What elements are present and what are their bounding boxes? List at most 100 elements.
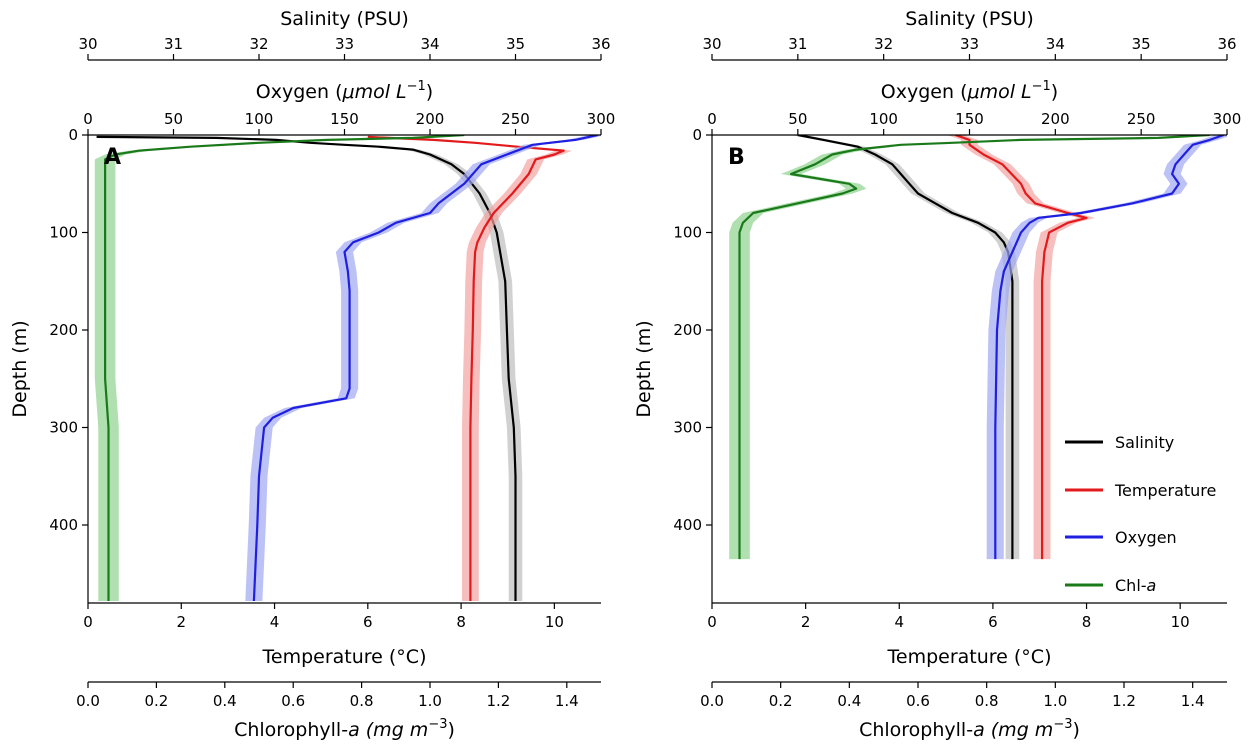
- band-temperature: [947, 135, 1095, 560]
- salinity-tick-label: 31: [164, 35, 183, 53]
- oxygen-tick-label: 100: [245, 110, 274, 128]
- temperature-tick-label: 8: [1082, 613, 1092, 631]
- oxygen-tick-label: 200: [416, 110, 445, 128]
- band-oxygen: [245, 135, 601, 601]
- chlorophyll-tick-label: 0.4: [213, 692, 237, 710]
- chlorophyll-tick-label: 0.0: [700, 692, 724, 710]
- oxygen-tick-label: 100: [869, 110, 898, 128]
- salinity-tick-label: 31: [788, 35, 807, 53]
- temperature-axis-title: Temperature (°C): [887, 646, 1052, 668]
- temperature-tick-label: 2: [801, 613, 811, 631]
- salinity-tick-label: 34: [420, 35, 439, 53]
- chlorophyll-tick-label: 1.4: [555, 692, 579, 710]
- chlorophyll-tick-label: 0.2: [769, 692, 793, 710]
- temperature-tick-label: 6: [988, 613, 998, 631]
- oxygen-axis-title: Oxygen (μmol L−1): [256, 79, 433, 103]
- series-line-salinity: [96, 135, 517, 601]
- chlorophyll-tick-label: 1.0: [1043, 692, 1067, 710]
- salinity-tick-label: 32: [874, 35, 893, 53]
- chlorophyll-tick-label: 0.8: [975, 692, 999, 710]
- depth-tick-label: 200: [49, 321, 78, 339]
- temperature-axis-title: Temperature (°C): [262, 646, 427, 668]
- depth-tick-label: 100: [673, 224, 702, 242]
- plot-area: [89, 135, 601, 602]
- salinity-tick-label: 34: [1046, 35, 1065, 53]
- depth-tick-label: 100: [49, 224, 78, 242]
- chlorophyll-tick-label: 0.2: [144, 692, 168, 710]
- temperature-tick-label: 4: [270, 613, 280, 631]
- temperature-tick-label: 2: [176, 613, 186, 631]
- oxygen-tick-label: 150: [330, 110, 359, 128]
- temperature-tick-label: 6: [363, 613, 373, 631]
- salinity-axis-title: Salinity (PSU): [905, 8, 1034, 30]
- chlorophyll-axis-title: Chlorophyll-a (mg m−3): [859, 717, 1080, 741]
- temperature-tick-label: 10: [1171, 613, 1190, 631]
- series-line-salinity: [797, 135, 1014, 560]
- salinity-axis-title: Salinity (PSU): [280, 8, 409, 30]
- series-line-chla: [103, 135, 465, 601]
- oxygen-tick-label: 250: [501, 110, 530, 128]
- chlorophyll-tick-label: 1.2: [486, 692, 510, 710]
- panel-tag: B: [728, 145, 745, 170]
- temperature-tick-label: 0: [707, 613, 717, 631]
- depth-tick-label: 400: [49, 516, 78, 534]
- oxygen-tick-label: 300: [1213, 110, 1242, 128]
- chlorophyll-tick-label: 0.6: [906, 692, 930, 710]
- series-line-oxygen: [252, 135, 598, 602]
- salinity-tick-label: 30: [702, 35, 721, 53]
- series-line-chla: [738, 135, 1210, 560]
- chlorophyll-axis-title: Chlorophyll-a (mg m−3): [234, 717, 455, 741]
- depth-tick-label: 300: [49, 419, 78, 437]
- oxygen-tick-label: 0: [707, 110, 717, 128]
- salinity-tick-label: 33: [335, 35, 354, 53]
- depth-tick-label: 200: [673, 321, 702, 339]
- series-line-oxygen: [994, 135, 1224, 560]
- salinity-tick-label: 30: [78, 35, 97, 53]
- oxygen-axis-title: Oxygen (μmol L−1): [881, 79, 1058, 103]
- depth-tick-label: 0: [68, 126, 78, 144]
- salinity-tick-label: 35: [506, 35, 525, 53]
- band-chla: [94, 135, 475, 601]
- chlorophyll-tick-label: 1.2: [1112, 692, 1136, 710]
- chlorophyll-tick-label: 1.0: [418, 692, 442, 710]
- depth-tick-label: 400: [673, 516, 702, 534]
- temperature-tick-label: 8: [456, 613, 466, 631]
- band-temperature: [359, 136, 573, 601]
- salinity-tick-label: 36: [591, 35, 610, 53]
- panel-tag: A: [104, 145, 121, 170]
- plot-area: [729, 135, 1227, 560]
- oxygen-tick-label: 50: [788, 110, 807, 128]
- chlorophyll-tick-label: 0.0: [76, 692, 100, 710]
- legend-label: Salinity: [1115, 433, 1174, 452]
- legend-label: Temperature: [1114, 481, 1216, 500]
- depth-axis-title: Depth (m): [9, 320, 31, 417]
- oxygen-tick-label: 150: [955, 110, 984, 128]
- salinity-tick-label: 35: [1132, 35, 1151, 53]
- chlorophyll-tick-label: 0.8: [350, 692, 374, 710]
- salinity-tick-label: 32: [249, 35, 268, 53]
- oxygen-tick-label: 50: [164, 110, 183, 128]
- salinity-tick-label: 36: [1217, 35, 1236, 53]
- legend: Salinity Temperature Oxygen Chl-a: [1065, 433, 1216, 595]
- temperature-tick-label: 4: [894, 613, 904, 631]
- temperature-tick-label: 10: [545, 613, 564, 631]
- oxygen-tick-label: 0: [83, 110, 93, 128]
- legend-label: Oxygen: [1115, 528, 1177, 547]
- chlorophyll-tick-label: 0.6: [281, 692, 305, 710]
- series-line-temperature: [955, 135, 1088, 560]
- depth-axis-title: Depth (m): [633, 320, 655, 417]
- band-salinity: [89, 136, 523, 601]
- chlorophyll-tick-label: 0.4: [837, 692, 861, 710]
- oxygen-tick-label: 250: [1127, 110, 1156, 128]
- depth-tick-label: 0: [692, 126, 702, 144]
- oxygen-tick-label: 200: [1041, 110, 1070, 128]
- temperature-tick-label: 0: [83, 613, 93, 631]
- chlorophyll-tick-label: 1.4: [1181, 692, 1205, 710]
- salinity-tick-label: 33: [960, 35, 979, 53]
- legend-label: Chl-a: [1115, 576, 1156, 595]
- depth-tick-label: 300: [673, 419, 702, 437]
- oxygen-tick-label: 300: [587, 110, 616, 128]
